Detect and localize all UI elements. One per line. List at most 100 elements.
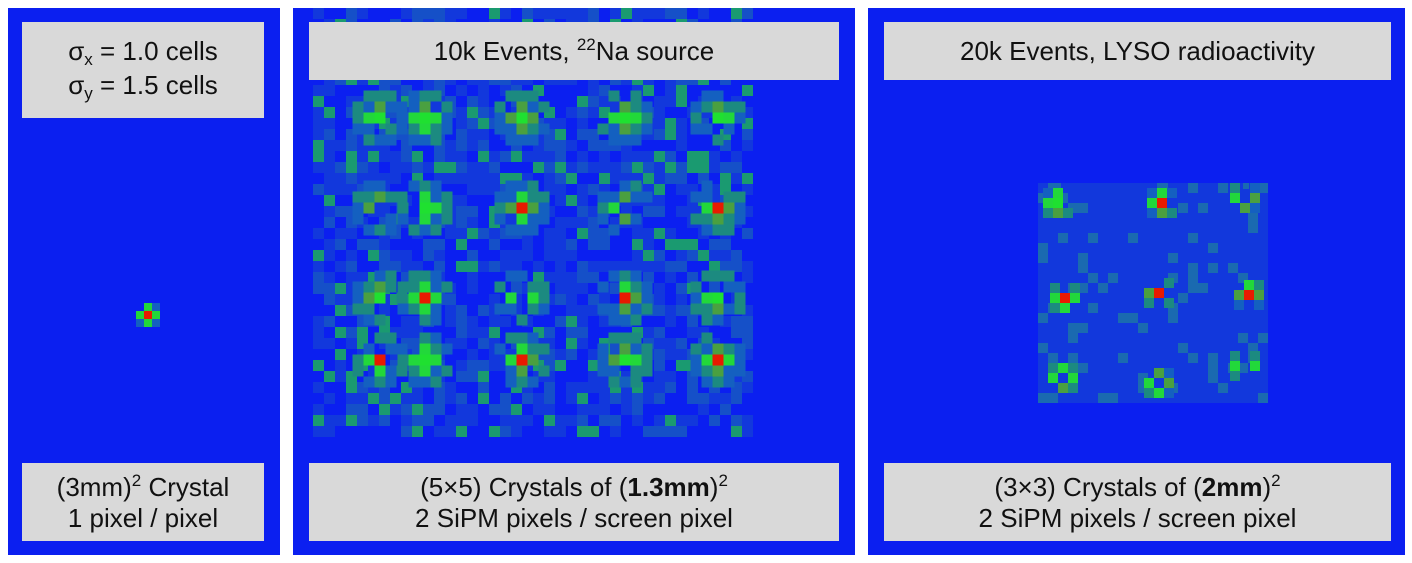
pixel <box>713 355 724 366</box>
pixel <box>467 261 478 272</box>
pixel <box>386 366 397 377</box>
pixel <box>588 272 599 283</box>
pixel <box>588 184 599 195</box>
pixel <box>1060 293 1070 303</box>
pixel <box>1188 183 1198 193</box>
pixel <box>544 415 555 426</box>
pixel <box>1068 233 1078 243</box>
pixel <box>1148 313 1158 323</box>
pixel <box>379 261 390 272</box>
pixel <box>687 316 698 327</box>
pixel <box>609 192 620 203</box>
pixel <box>1228 233 1238 243</box>
pixel <box>1168 243 1178 253</box>
pixel <box>1128 263 1138 273</box>
pixel <box>654 283 665 294</box>
superscript: 2 <box>132 471 141 490</box>
superscript: 22 <box>577 35 596 54</box>
pixel <box>467 118 478 129</box>
pixel <box>555 283 566 294</box>
pixel <box>364 282 375 293</box>
pixel <box>324 151 335 162</box>
pixel <box>379 305 390 316</box>
pixel <box>500 250 511 261</box>
pixel <box>1168 233 1178 243</box>
pixel <box>665 173 676 184</box>
pixel <box>702 304 713 315</box>
pixel <box>676 118 687 129</box>
pixel <box>528 293 539 304</box>
pixel <box>1058 353 1068 363</box>
pixel <box>1068 353 1078 363</box>
pixel <box>431 304 442 315</box>
pixel <box>364 203 375 214</box>
pixel <box>643 327 654 338</box>
pixel <box>1230 371 1240 381</box>
pixel <box>353 124 364 135</box>
pixel <box>1198 383 1208 393</box>
pixel <box>401 250 412 261</box>
pixel <box>364 135 375 146</box>
pixel <box>599 239 610 250</box>
pixel <box>379 239 390 250</box>
pixel <box>1158 343 1168 353</box>
pixel <box>1048 363 1058 373</box>
pixel <box>445 305 456 316</box>
pixel <box>1058 323 1068 333</box>
pixel <box>517 181 528 192</box>
pixel <box>676 283 687 294</box>
pixel <box>431 203 442 214</box>
pixel <box>420 293 431 304</box>
pixel <box>555 426 566 437</box>
pixel <box>698 8 709 19</box>
pixel <box>1128 313 1138 323</box>
pixel <box>665 382 676 393</box>
pixel <box>375 355 386 366</box>
pixel <box>1238 313 1248 323</box>
pixel <box>1228 243 1238 253</box>
text: 10k Events, <box>434 36 577 66</box>
pixel <box>375 135 386 146</box>
pixel <box>1198 243 1208 253</box>
pixel <box>1043 198 1053 208</box>
pixel <box>401 8 412 19</box>
pixel <box>412 162 423 173</box>
pixel <box>346 338 357 349</box>
pixel <box>642 113 653 124</box>
pixel <box>353 192 364 203</box>
pixel <box>478 162 489 173</box>
pixel <box>324 107 335 118</box>
pixel <box>398 282 409 293</box>
pixel <box>577 261 588 272</box>
pixel <box>357 272 368 283</box>
pixel <box>631 355 642 366</box>
pixel <box>1138 313 1148 323</box>
pixel <box>423 239 434 250</box>
pixel <box>528 113 539 124</box>
pixel <box>632 393 643 404</box>
pixel <box>654 382 665 393</box>
pixel <box>609 91 620 102</box>
pixel <box>1118 323 1128 333</box>
pixel <box>654 250 665 261</box>
pixel <box>1198 323 1208 333</box>
pixel <box>478 96 489 107</box>
pixel <box>375 271 386 282</box>
pixel <box>742 173 753 184</box>
pixel <box>420 225 431 236</box>
pixel <box>713 304 724 315</box>
pixel <box>478 173 489 184</box>
pixel <box>731 162 742 173</box>
pixel <box>456 426 467 437</box>
pixel <box>500 404 511 415</box>
pixel <box>335 261 346 272</box>
pixel <box>1048 233 1058 243</box>
pixel <box>702 271 713 282</box>
pixel <box>713 203 724 214</box>
pixel <box>1208 253 1218 263</box>
pixel <box>654 393 665 404</box>
pixel <box>489 8 500 19</box>
pixel <box>517 355 528 366</box>
pixel <box>1038 393 1048 403</box>
pixel <box>409 113 420 124</box>
